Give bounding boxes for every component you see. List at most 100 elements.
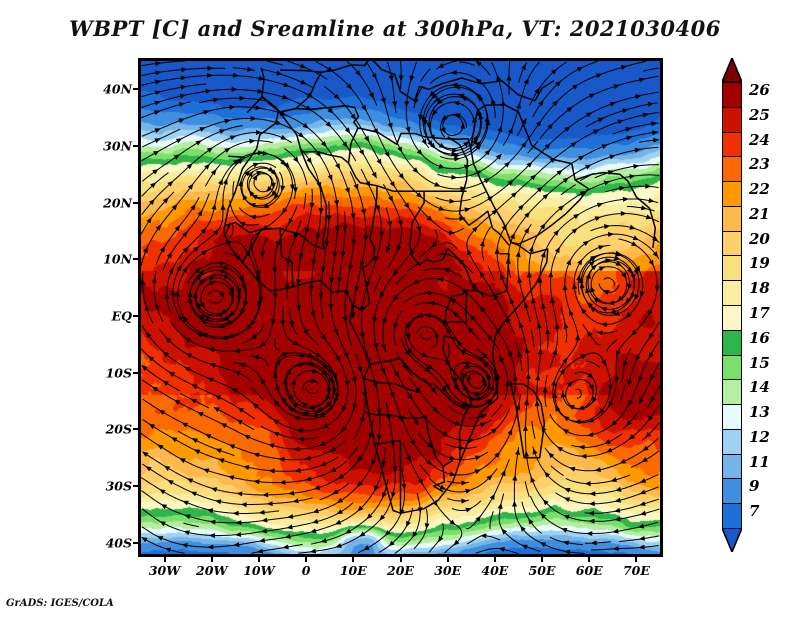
streamline-arrow [300, 79, 307, 85]
streamline-arrow [335, 163, 340, 170]
streamline-arrow [145, 331, 152, 339]
x-axis-tick-label: 30W [148, 563, 181, 578]
streamline-arrow [388, 75, 394, 82]
streamline-arrow [340, 251, 346, 258]
streamline-arrow [144, 304, 150, 311]
streamline-arrow [228, 291, 234, 299]
colorbar-tick-label: 24 [749, 130, 770, 149]
streamline-arrow [542, 193, 549, 200]
streamline-arrow [648, 198, 655, 203]
streamline-arrow [292, 402, 299, 409]
streamline-arrow [162, 197, 169, 204]
streamline-arrow [250, 319, 256, 326]
streamline-arrow [258, 75, 265, 81]
streamline-arrow [238, 180, 244, 187]
streamline-arrow [270, 318, 276, 326]
streamline-arrow [218, 178, 223, 186]
geo-line [374, 439, 401, 445]
streamline-arrow [449, 230, 456, 236]
colorbar-tick-label: 14 [749, 378, 770, 397]
streamline-arrow [577, 258, 583, 266]
streamline-arrow [240, 283, 246, 290]
streamline-arrow [604, 439, 611, 444]
streamline-arrow [476, 396, 483, 402]
streamline-arrow [401, 483, 407, 490]
streamline-arrow [150, 182, 157, 189]
streamline-arrow [207, 65, 214, 71]
streamline-arrow [398, 173, 405, 180]
colorbar-swatch [722, 280, 742, 307]
streamline-arrow [485, 119, 491, 126]
streamline-arrow [542, 386, 548, 393]
streamline-arrow [239, 95, 246, 101]
streamline-arrow [469, 314, 476, 321]
streamline [303, 193, 307, 209]
streamline-arrow [282, 352, 289, 357]
streamline-arrow [615, 486, 622, 492]
streamline-arrow [284, 533, 291, 539]
streamline-arrow [639, 510, 647, 516]
colorbar-tick-label: 25 [749, 105, 770, 124]
streamline-arrow [524, 211, 530, 218]
streamline-arrow [439, 484, 446, 490]
streamline-arrow [273, 193, 279, 200]
streamline-arrow [141, 365, 148, 371]
streamline [141, 365, 181, 392]
streamline-arrow [639, 489, 646, 495]
streamline-arrow [348, 264, 354, 271]
streamline-arrow [156, 536, 164, 541]
colorbar-tick-label: 16 [749, 328, 770, 347]
streamline-arrow [491, 98, 496, 105]
streamline [177, 430, 193, 440]
streamline-arrow [392, 269, 399, 276]
streamline [413, 85, 424, 109]
x-axis-tick-label: 10W [243, 563, 275, 578]
streamline-arrow [572, 283, 577, 290]
streamline-arrow [505, 379, 510, 386]
streamline-arrow [589, 491, 596, 497]
y-axis-tick [133, 145, 139, 147]
geo-line [432, 466, 446, 493]
streamline-arrow [141, 537, 148, 543]
streamline-arrow [196, 301, 202, 308]
streamline-arrow [647, 415, 653, 422]
streamline-arrow [585, 287, 590, 294]
streamline-arrow [601, 144, 608, 149]
streamline-arrow [381, 461, 387, 468]
streamline-arrow [341, 425, 347, 433]
streamline-arrow [259, 341, 266, 348]
streamline-arrow [465, 507, 472, 513]
geo-line [470, 103, 590, 245]
geo-line [228, 155, 245, 159]
colorbar-tick-label: 12 [749, 427, 770, 446]
y-axis-tick-label: 40N [103, 81, 132, 97]
streamline-arrow [333, 93, 340, 100]
streamline-arrow [145, 466, 152, 472]
geo-line [260, 61, 555, 113]
streamline-arrow [642, 445, 649, 452]
streamline-arrow [256, 548, 264, 554]
streamline-arrow [288, 321, 294, 328]
streamline-arrow [466, 376, 472, 384]
streamline-arrow [213, 97, 220, 103]
streamline-arrow [477, 109, 483, 116]
streamline-arrow [612, 546, 619, 552]
streamline-arrow [628, 399, 633, 407]
streamline-arrow [236, 287, 242, 295]
streamline-arrow [422, 119, 428, 126]
coastlines-and-borders [222, 61, 657, 514]
streamline-arrow [426, 442, 433, 449]
streamline-arrow [359, 260, 365, 267]
streamline-arrow [249, 138, 256, 144]
streamline-arrow [511, 192, 518, 198]
streamline-arrow [153, 110, 161, 116]
streamline-arrow [626, 420, 632, 427]
streamline-arrow [638, 535, 645, 541]
streamline-arrow [550, 297, 556, 304]
streamline-arrow [597, 117, 605, 123]
streamline-arrow [635, 265, 641, 272]
streamline-arrow [244, 170, 251, 177]
streamline-arrow [351, 377, 357, 384]
streamline-arrow [405, 334, 411, 341]
streamline [627, 321, 660, 387]
